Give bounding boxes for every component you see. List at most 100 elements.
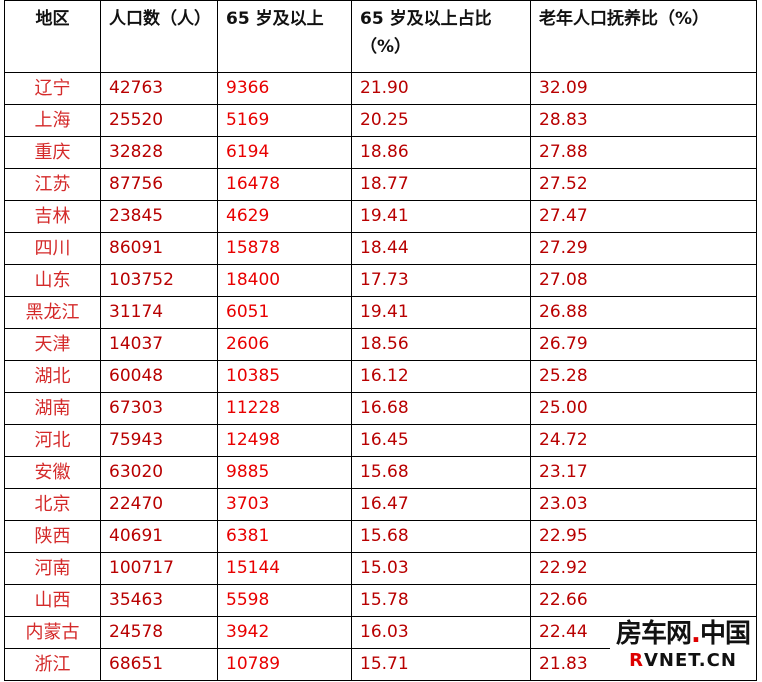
region-cell: 湖南 xyxy=(4,392,101,425)
value-cell: 40691 xyxy=(100,520,218,553)
value-cell: 15.03 xyxy=(351,552,531,585)
value-cell: 75943 xyxy=(100,424,218,457)
table-row: 山西 35463 5598 15.78 22.66 xyxy=(4,584,757,617)
table-row: 重庆 32828 6194 18.86 27.88 xyxy=(4,136,757,169)
table-row: 黑龙江 31174 6051 19.41 26.88 xyxy=(4,296,757,329)
value-cell: 16.03 xyxy=(351,616,531,649)
value-cell: 19.41 xyxy=(351,200,531,233)
value-cell: 15.78 xyxy=(351,584,531,617)
region-cell: 内蒙古 xyxy=(4,616,101,649)
value-cell: 35463 xyxy=(100,584,218,617)
value-cell: 18.44 xyxy=(351,232,531,265)
value-cell: 26.79 xyxy=(530,328,757,361)
value-cell: 15878 xyxy=(217,232,352,265)
region-cell: 山东 xyxy=(4,264,101,297)
column-header: 人口数（人） xyxy=(100,0,218,73)
region-cell: 安徽 xyxy=(4,456,101,489)
region-cell: 吉林 xyxy=(4,200,101,233)
value-cell: 15144 xyxy=(217,552,352,585)
table-row: 江苏 87756 16478 18.77 27.52 xyxy=(4,168,757,201)
region-cell: 河南 xyxy=(4,552,101,585)
value-cell: 32828 xyxy=(100,136,218,169)
watermark-dot: . xyxy=(691,619,701,649)
header-row: 地区 人口数（人） 65 岁及以上 65 岁及以上占比（%） 老年人口抚养比（%） xyxy=(4,0,757,73)
table-row: 内蒙古 24578 3942 16.03 22.44 xyxy=(4,616,757,649)
value-cell: 6381 xyxy=(217,520,352,553)
value-cell: 28.83 xyxy=(530,104,757,137)
table-row: 安徽 63020 9885 15.68 23.17 xyxy=(4,456,757,489)
column-header: 老年人口抚养比（%） xyxy=(530,0,757,73)
region-cell: 天津 xyxy=(4,328,101,361)
value-cell: 24.72 xyxy=(530,424,757,457)
region-cell: 重庆 xyxy=(4,136,101,169)
watermark-cn: 房车网 xyxy=(616,619,692,649)
value-cell: 12498 xyxy=(217,424,352,457)
table-row: 天津 14037 2606 18.56 26.79 xyxy=(4,328,757,361)
value-cell: 9366 xyxy=(217,72,352,105)
table-row: 湖南 67303 11228 16.68 25.00 xyxy=(4,392,757,425)
value-cell: 25.28 xyxy=(530,360,757,393)
region-cell: 陕西 xyxy=(4,520,101,553)
value-cell: 9885 xyxy=(217,456,352,489)
watermark-en: VNET.CN xyxy=(643,650,737,671)
value-cell: 18.56 xyxy=(351,328,531,361)
value-cell: 22.95 xyxy=(530,520,757,553)
value-cell: 23845 xyxy=(100,200,218,233)
value-cell: 16.47 xyxy=(351,488,531,521)
value-cell: 27.08 xyxy=(530,264,757,297)
value-cell: 22470 xyxy=(100,488,218,521)
value-cell: 3703 xyxy=(217,488,352,521)
region-cell: 北京 xyxy=(4,488,101,521)
table-row: 辽宁 42763 9366 21.90 32.09 xyxy=(4,72,757,105)
value-cell: 100717 xyxy=(100,552,218,585)
value-cell: 27.52 xyxy=(530,168,757,201)
table-row: 上海 25520 5169 20.25 28.83 xyxy=(4,104,757,137)
table-row: 河南 100717 15144 15.03 22.92 xyxy=(4,552,757,585)
region-cell: 河北 xyxy=(4,424,101,457)
value-cell: 24578 xyxy=(100,616,218,649)
value-cell: 16.68 xyxy=(351,392,531,425)
region-cell: 四川 xyxy=(4,232,101,265)
table-row: 北京 22470 3703 16.47 23.03 xyxy=(4,488,757,521)
value-cell: 27.88 xyxy=(530,136,757,169)
value-cell: 16478 xyxy=(217,168,352,201)
region-cell: 浙江 xyxy=(4,648,101,681)
table-row: 山东 103752 18400 17.73 27.08 xyxy=(4,264,757,297)
value-cell: 25.00 xyxy=(530,392,757,425)
value-cell: 68651 xyxy=(100,648,218,681)
value-cell: 18400 xyxy=(217,264,352,297)
value-cell: 5598 xyxy=(217,584,352,617)
value-cell: 21.90 xyxy=(351,72,531,105)
value-cell: 22.92 xyxy=(530,552,757,585)
value-cell: 16.12 xyxy=(351,360,531,393)
value-cell: 22.66 xyxy=(530,584,757,617)
value-cell: 42763 xyxy=(100,72,218,105)
value-cell: 15.68 xyxy=(351,456,531,489)
value-cell: 16.45 xyxy=(351,424,531,457)
value-cell: 19.41 xyxy=(351,296,531,329)
value-cell: 67303 xyxy=(100,392,218,425)
column-header: 65 岁及以上 xyxy=(217,0,352,73)
value-cell: 31174 xyxy=(100,296,218,329)
column-header: 地区 xyxy=(4,0,101,73)
region-cell: 江苏 xyxy=(4,168,101,201)
value-cell: 11228 xyxy=(217,392,352,425)
value-cell: 32.09 xyxy=(530,72,757,105)
value-cell: 23.17 xyxy=(530,456,757,489)
value-cell: 18.77 xyxy=(351,168,531,201)
value-cell: 87756 xyxy=(100,168,218,201)
value-cell: 25520 xyxy=(100,104,218,137)
value-cell: 23.03 xyxy=(530,488,757,521)
value-cell: 5169 xyxy=(217,104,352,137)
column-header: 65 岁及以上占比（%） xyxy=(351,0,531,73)
value-cell: 14037 xyxy=(100,328,218,361)
value-cell: 4629 xyxy=(217,200,352,233)
region-cell: 辽宁 xyxy=(4,72,101,105)
value-cell: 15.71 xyxy=(351,648,531,681)
value-cell: 26.88 xyxy=(530,296,757,329)
table-row: 陕西 40691 6381 15.68 22.95 xyxy=(4,520,757,553)
value-cell: 18.86 xyxy=(351,136,531,169)
value-cell: 6194 xyxy=(217,136,352,169)
value-cell: 3942 xyxy=(217,616,352,649)
table-row: 河北 75943 12498 16.45 24.72 xyxy=(4,424,757,457)
